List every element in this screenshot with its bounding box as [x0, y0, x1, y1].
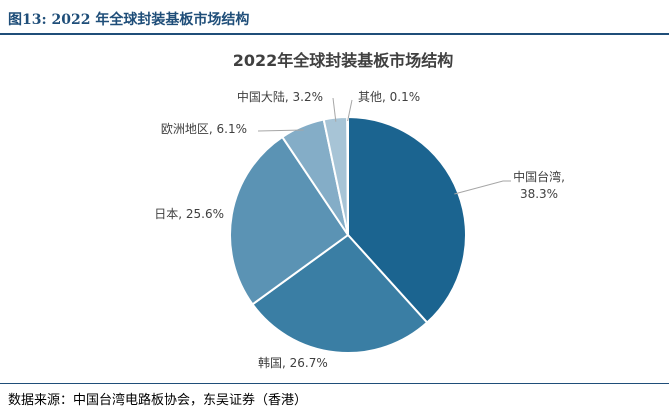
slice-label-value: 38.3% — [520, 187, 558, 201]
header-rule — [0, 33, 669, 35]
leader-line — [332, 97, 337, 122]
slice-label: 日本, 25.6% — [154, 207, 224, 221]
pie-slices — [229, 115, 467, 354]
slice-label: 韩国, 26.7% — [258, 355, 328, 370]
figure-label: 图13: 2022 年全球封装基板市场结构 — [8, 12, 250, 28]
pie-slice — [229, 135, 350, 306]
slice-label: 欧洲地区, 6.1% — [161, 122, 247, 136]
leader-line — [347, 99, 353, 122]
pie-slice — [346, 115, 349, 236]
slice-label: 中国大陆, 3.2% — [237, 89, 323, 104]
slice-label: 其他, 0.1% — [358, 90, 420, 104]
footer-rule — [0, 383, 669, 384]
pie-slice — [251, 233, 429, 354]
source-note: 数据来源：中国台湾电路板协会，东吴证券（香港） — [8, 393, 308, 408]
chart-title: 2022年全球封装基板市场结构 — [233, 51, 454, 70]
leader-line — [257, 129, 304, 132]
pie-labels: 中国台湾, 38.3% 韩国, 26.7% 日本, 25.6% 欧洲地区, 6.1% 中国… — [154, 89, 565, 370]
figure-header: 图13: 2022 年全球封装基板市场结构 — [0, 0, 669, 36]
leader-line — [454, 180, 511, 195]
slice-label-name: 中国台湾, — [513, 169, 565, 184]
